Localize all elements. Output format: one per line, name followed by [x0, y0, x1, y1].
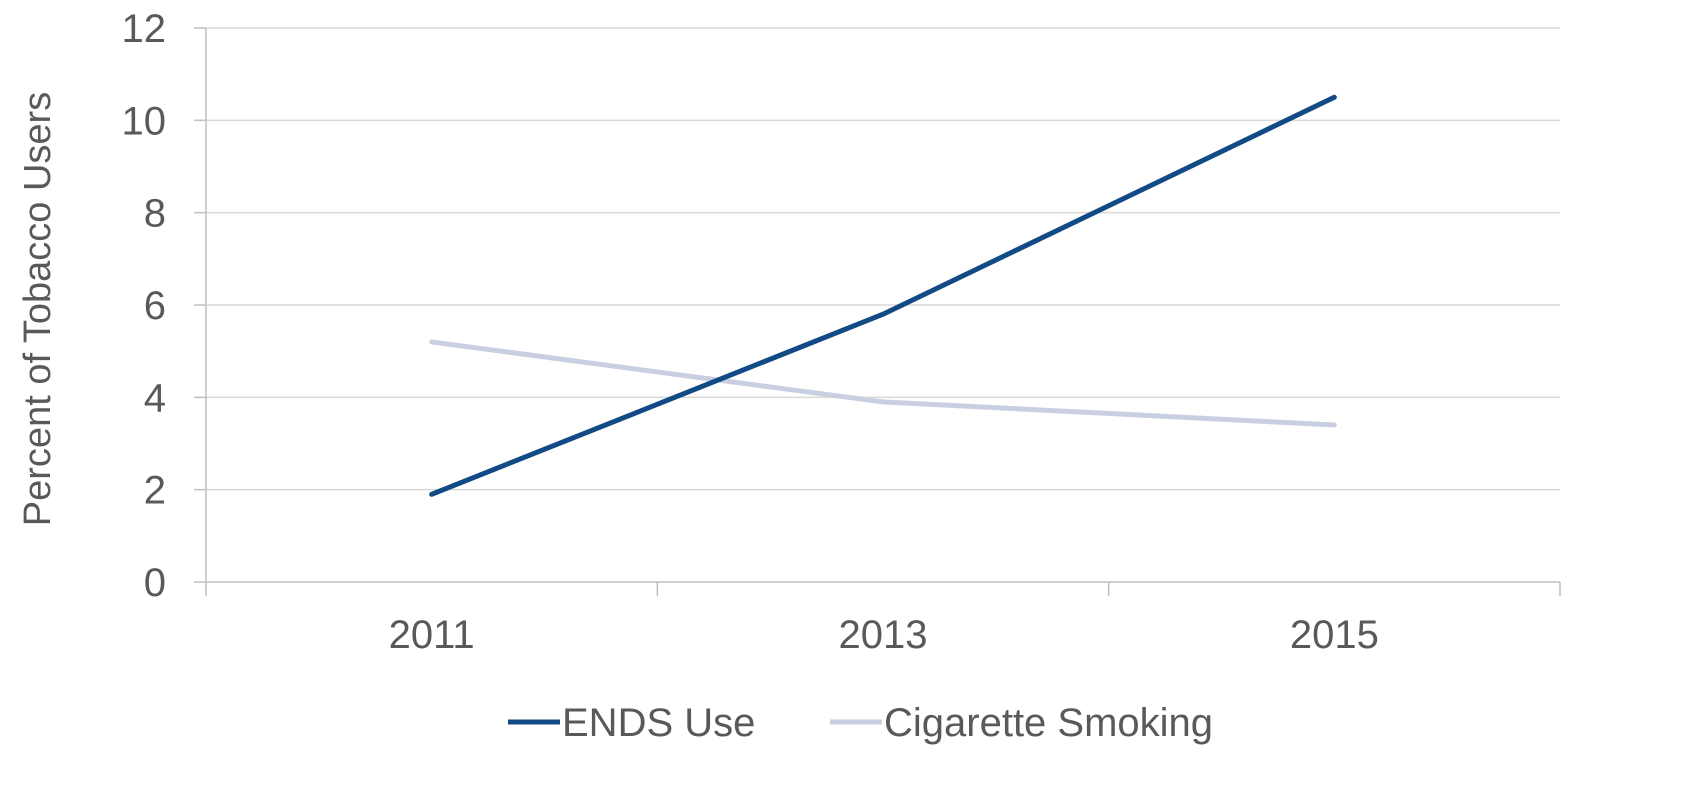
y-tick-label: 8 [144, 192, 166, 236]
y-tick-label: 4 [144, 376, 166, 420]
legend: ENDS Use Cigarette Smoking [508, 701, 1213, 745]
y-tick-label: 12 [122, 7, 167, 51]
tick-labels: 0 2 4 6 8 10 12 2011 2013 2015 [122, 7, 1379, 657]
y-tick-label: 2 [144, 469, 166, 513]
series-line-ends-use [429, 94, 1337, 497]
series-line-cigarette-smoking [429, 339, 1337, 428]
y-tick-label: 10 [122, 99, 167, 143]
x-tick-label: 2011 [389, 613, 475, 657]
series-lines [429, 94, 1337, 497]
x-tick-label: 2015 [1290, 613, 1379, 657]
y-axis-title: Percent of Tobacco Users [17, 92, 59, 526]
gridlines [206, 27, 1560, 491]
x-tick-label: 2013 [839, 613, 928, 657]
legend-label-cigarette-smoking: Cigarette Smoking [884, 701, 1213, 745]
axes [194, 27, 1561, 596]
legend-label-ends-use: ENDS Use [562, 701, 755, 745]
y-tick-label: 6 [144, 284, 166, 328]
y-tick-label: 0 [144, 561, 166, 605]
